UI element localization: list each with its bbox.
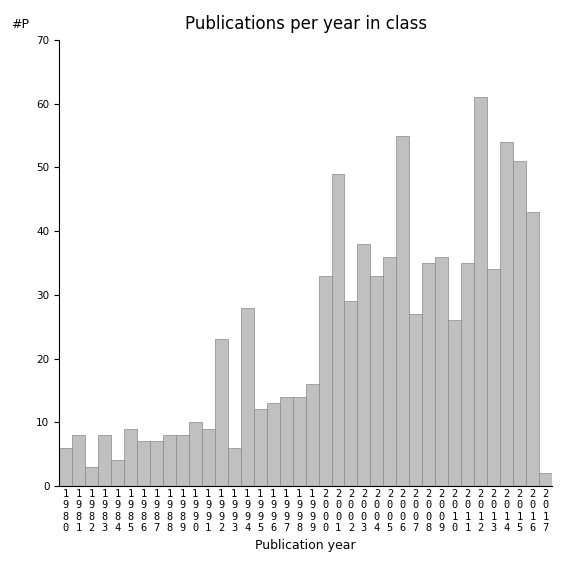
Bar [487,269,500,486]
Bar [357,244,370,486]
Bar [85,467,98,486]
X-axis label: Publication year: Publication year [255,539,356,552]
Bar [448,320,461,486]
Bar [345,301,357,486]
Bar [396,136,409,486]
Bar [59,448,72,486]
Bar [370,276,383,486]
Bar [383,257,396,486]
Bar [293,397,306,486]
Bar [266,403,280,486]
Bar [500,142,513,486]
Title: Publications per year in class: Publications per year in class [184,15,426,33]
Bar [137,441,150,486]
Bar [435,257,448,486]
Bar [539,473,552,486]
Bar [215,340,228,486]
Bar [332,174,345,486]
Bar [228,448,241,486]
Bar [306,384,319,486]
Bar [202,429,215,486]
Bar [474,98,487,486]
Bar [241,307,253,486]
Bar [409,314,422,486]
Bar [461,263,474,486]
Bar [124,429,137,486]
Bar [526,212,539,486]
Bar [72,435,85,486]
Bar [163,435,176,486]
Bar [98,435,111,486]
Bar [280,397,293,486]
Bar [422,263,435,486]
Bar [253,409,266,486]
Y-axis label: #P: #P [11,18,29,31]
Bar [189,422,202,486]
Bar [176,435,189,486]
Bar [111,460,124,486]
Bar [319,276,332,486]
Bar [150,441,163,486]
Bar [513,161,526,486]
